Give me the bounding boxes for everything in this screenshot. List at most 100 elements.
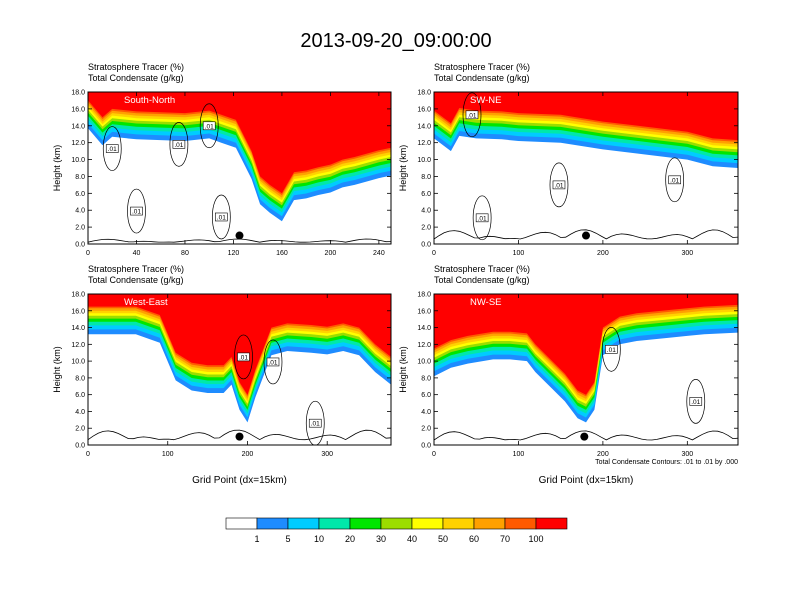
terrain-line xyxy=(434,229,738,240)
location-marker xyxy=(582,231,590,240)
x-tick-label: 200 xyxy=(597,250,609,257)
x-tick-label: 100 xyxy=(513,451,525,458)
y-tick-label: 14.0 xyxy=(71,325,85,332)
y-tick-label: 2.0 xyxy=(421,426,431,433)
colorbar-label: 100 xyxy=(528,534,543,544)
contour-label: .01 xyxy=(467,112,476,119)
y-tick-label: 6.0 xyxy=(421,191,431,198)
panel-name: West-East xyxy=(124,297,168,308)
panel-name: NW-SE xyxy=(470,297,502,308)
y-axis-label: Height (km) xyxy=(398,346,408,393)
panel-sw-ne: Stratosphere Tracer (%)Total Condensate … xyxy=(398,62,739,257)
colorbar-swatch xyxy=(349,517,382,530)
colorbar-swatch xyxy=(287,517,320,530)
colorbar-label: 5 xyxy=(285,534,290,544)
panel-header-line: Total Condensate (g/kg) xyxy=(434,73,530,83)
plot-frame xyxy=(87,293,392,446)
colorbar-swatch xyxy=(256,517,289,530)
x-tick-label: 100 xyxy=(513,250,525,257)
contour-label-box xyxy=(266,357,280,367)
condensate-contour xyxy=(234,334,253,380)
y-tick-label: 8.0 xyxy=(75,174,85,181)
x-tick-label: 200 xyxy=(597,451,609,458)
contour-label: .01 xyxy=(311,421,320,428)
plot-frame xyxy=(87,91,392,245)
contour-label-box xyxy=(237,352,250,362)
colorbar-label: 60 xyxy=(469,534,479,544)
colorbar-label: 20 xyxy=(345,534,355,544)
contour-label-box xyxy=(202,121,216,131)
contour-label: .01 xyxy=(268,359,277,366)
y-tick-label: 6.0 xyxy=(421,392,431,399)
condensate-contour xyxy=(462,92,482,138)
contour-label: .01 xyxy=(670,177,679,184)
panel-header-line: Total Condensate (g/kg) xyxy=(88,275,184,285)
condensate-contour xyxy=(102,126,122,171)
colorbar-label: 50 xyxy=(438,534,448,544)
contour-label: .01 xyxy=(239,354,248,361)
x-tick-label: 160 xyxy=(276,250,288,257)
y-tick-label: 0.0 xyxy=(421,242,431,249)
y-tick-label: 10.0 xyxy=(417,359,431,366)
colorbar-swatch xyxy=(535,517,568,530)
x-tick-label: 300 xyxy=(321,451,333,458)
x-tick-label: 80 xyxy=(181,250,189,257)
x-tick-label: 0 xyxy=(86,250,90,257)
contour-label-box xyxy=(475,213,489,223)
y-axis-label: Height (km) xyxy=(398,145,408,192)
panel-header-line: Total Condensate (g/kg) xyxy=(88,73,184,83)
tracer-band-max xyxy=(434,92,738,141)
condensate-contour xyxy=(472,195,492,241)
y-tick-label: 14.0 xyxy=(417,123,431,130)
location-marker xyxy=(580,432,589,441)
y-tick-label: 2.0 xyxy=(421,225,431,232)
contour-label-box xyxy=(105,144,119,153)
x-tick-label: 0 xyxy=(432,250,436,257)
terrain-line xyxy=(434,430,738,441)
y-tick-label: 16.0 xyxy=(417,308,431,315)
panel-header-line: Stratosphere Tracer (%) xyxy=(434,264,530,274)
contour-label-box xyxy=(465,110,479,120)
y-tick-label: 4.0 xyxy=(421,208,431,215)
y-tick-label: 12.0 xyxy=(417,342,431,349)
x-axis-label: Grid Point (dx=15km) xyxy=(192,475,287,486)
y-tick-label: 4.0 xyxy=(421,409,431,416)
y-tick-label: 4.0 xyxy=(75,208,85,215)
contour-label-box xyxy=(172,140,186,149)
y-tick-label: 2.0 xyxy=(75,225,85,232)
condensate-contour xyxy=(211,194,231,240)
panel-name: SW-NE xyxy=(470,95,502,106)
contour-label: .01 xyxy=(132,209,141,216)
contour-label: .01 xyxy=(554,182,563,189)
contour-footnote: Total Condensate Contours: .01 to .01 by… xyxy=(595,459,738,466)
contour-label: .01 xyxy=(217,214,226,221)
condensate-contour xyxy=(199,103,219,149)
y-tick-label: 16.0 xyxy=(71,308,85,315)
y-tick-label: 18.0 xyxy=(71,292,85,299)
y-tick-label: 2.0 xyxy=(75,426,85,433)
x-tick-label: 40 xyxy=(133,250,141,257)
y-tick-label: 18.0 xyxy=(417,292,431,299)
contour-label-box xyxy=(689,397,703,406)
contour-label: .01 xyxy=(607,347,616,354)
y-tick-label: 6.0 xyxy=(75,392,85,399)
tracer-band-max xyxy=(88,294,391,395)
y-tick-label: 12.0 xyxy=(71,140,85,147)
panel-name: South-North xyxy=(124,95,175,106)
y-tick-label: 12.0 xyxy=(417,140,431,147)
y-tick-label: 14.0 xyxy=(417,325,431,332)
panel-south-north: Stratosphere Tracer (%)Total Condensate … xyxy=(52,62,392,257)
condensate-contour xyxy=(169,122,189,167)
colorbar-legend: 1 5 10 20 30 40 50 60 70 100 xyxy=(225,517,568,544)
x-tick-label: 200 xyxy=(325,250,337,257)
colorbar-label: 40 xyxy=(407,534,417,544)
contour-label: .01 xyxy=(691,399,700,406)
y-tick-label: 10.0 xyxy=(417,157,431,164)
y-tick-label: 14.0 xyxy=(71,123,85,130)
colorbar-label: 70 xyxy=(500,534,510,544)
colorbar-label: 1 xyxy=(254,534,259,544)
y-tick-label: 10.0 xyxy=(71,359,85,366)
y-tick-label: 6.0 xyxy=(75,191,85,198)
x-tick-label: 300 xyxy=(681,451,693,458)
